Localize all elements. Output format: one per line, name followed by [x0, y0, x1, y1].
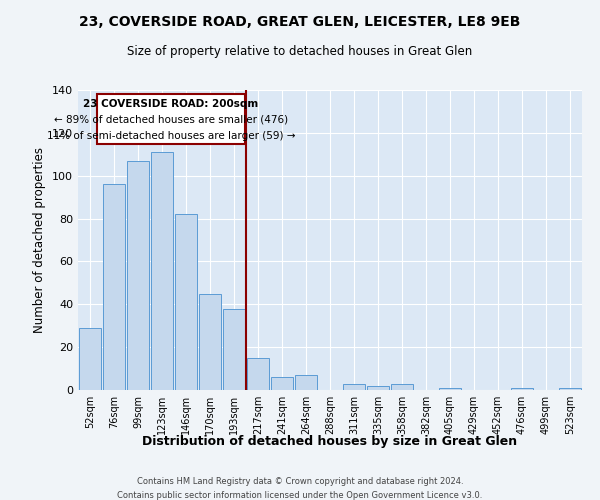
Bar	[127, 160, 149, 390]
Bar	[151, 152, 173, 390]
Text: 11% of semi-detached houses are larger (59) →: 11% of semi-detached houses are larger (…	[47, 130, 295, 140]
Bar	[511, 388, 533, 390]
Text: Contains public sector information licensed under the Open Government Licence v3: Contains public sector information licen…	[118, 491, 482, 500]
Bar	[175, 214, 197, 390]
Bar	[103, 184, 125, 390]
FancyBboxPatch shape	[97, 94, 245, 144]
Text: ← 89% of detached houses are smaller (476): ← 89% of detached houses are smaller (47…	[54, 114, 288, 124]
Text: Size of property relative to detached houses in Great Glen: Size of property relative to detached ho…	[127, 45, 473, 58]
Text: Contains HM Land Registry data © Crown copyright and database right 2024.: Contains HM Land Registry data © Crown c…	[137, 478, 463, 486]
Bar	[79, 328, 101, 390]
Text: 23, COVERSIDE ROAD, GREAT GLEN, LEICESTER, LE8 9EB: 23, COVERSIDE ROAD, GREAT GLEN, LEICESTE…	[79, 15, 521, 29]
Bar	[559, 388, 581, 390]
Bar	[223, 308, 245, 390]
Text: Distribution of detached houses by size in Great Glen: Distribution of detached houses by size …	[142, 435, 518, 448]
Text: 23 COVERSIDE ROAD: 200sqm: 23 COVERSIDE ROAD: 200sqm	[83, 98, 259, 108]
Bar	[247, 358, 269, 390]
Bar	[199, 294, 221, 390]
Bar	[271, 377, 293, 390]
Bar	[295, 375, 317, 390]
Bar	[391, 384, 413, 390]
Bar	[439, 388, 461, 390]
Bar	[367, 386, 389, 390]
Bar	[343, 384, 365, 390]
Y-axis label: Number of detached properties: Number of detached properties	[34, 147, 46, 333]
